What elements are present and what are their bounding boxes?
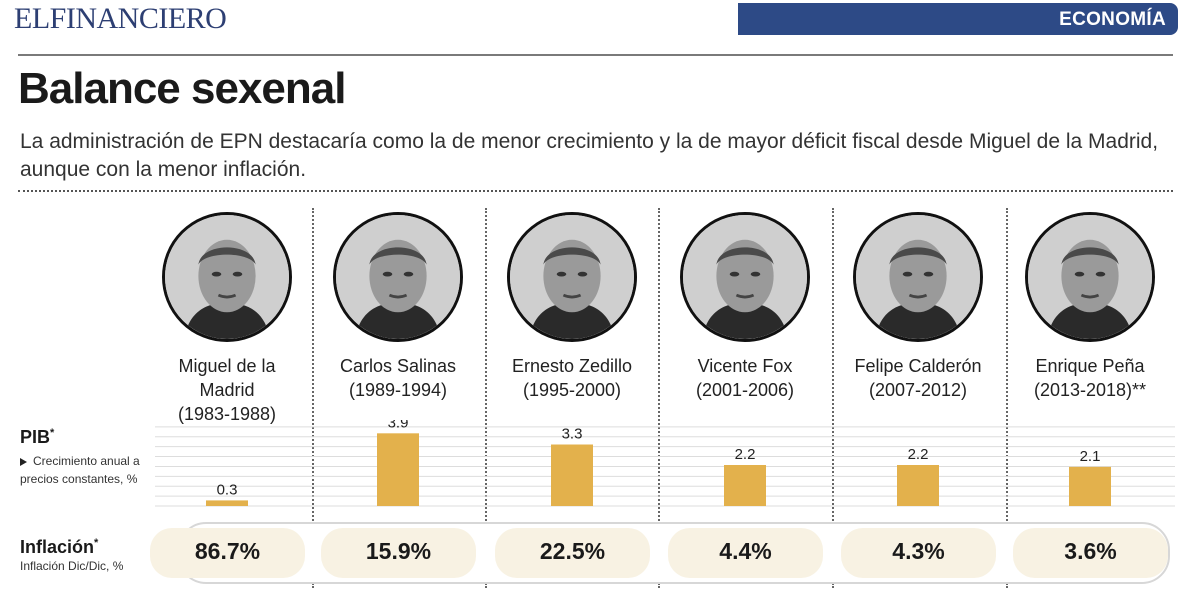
president-name: Vicente Fox (2001-2006)	[660, 354, 830, 402]
president-name: Felipe Calderón (2007-2012)	[833, 354, 1003, 402]
pib-bar	[724, 465, 766, 506]
pib-value-label: 0.3	[217, 481, 238, 498]
portrait-photo	[853, 212, 983, 342]
section-label: ECONOMÍA	[1059, 9, 1166, 30]
portrait-photo	[680, 212, 810, 342]
inflation-cell	[150, 528, 305, 578]
divider-top	[18, 190, 1173, 192]
pib-description: Crecimiento anual a precios constantes, …	[20, 452, 160, 488]
president-name-line: (2007-2012)	[868, 380, 968, 400]
inflation-description: Inflación Dic/Dic, %	[20, 559, 124, 573]
pib-bar	[551, 444, 593, 506]
inflation-cell	[841, 528, 996, 578]
inflation-value: 15.9%	[365, 538, 432, 564]
inflation-label: Inflación*	[20, 537, 98, 558]
pib-value-label: 2.2	[735, 446, 756, 463]
president-name: Ernesto Zedillo (1995-2000)	[487, 354, 657, 402]
president-name-line: Felipe Calderón	[854, 356, 982, 376]
president-name-line: Vicente Fox	[697, 356, 793, 376]
column-divider	[658, 208, 660, 588]
pib-value-label: 2.1	[1080, 448, 1101, 465]
president-name-line: (2001-2006)	[695, 380, 795, 400]
president-name: Enrique Peña (2013-2018)**	[1005, 354, 1175, 402]
president-name-line: Madrid	[199, 380, 255, 400]
pib-bar	[897, 465, 939, 506]
president-name-line: (1983-1988)	[177, 404, 277, 424]
inflation-cell	[495, 528, 650, 578]
pib-bar	[377, 433, 419, 506]
triangle-bullet-icon	[20, 457, 27, 466]
pib-marker: *	[50, 427, 55, 439]
inflation-label-text: Inflación	[20, 537, 95, 557]
header-rule	[18, 54, 1173, 56]
portrait-photo	[507, 212, 637, 342]
portrait-photo	[333, 212, 463, 342]
inflation-cell	[668, 528, 823, 578]
president-name: Carlos Salinas (1989-1994)	[313, 354, 483, 402]
inflation-value: 86.7%	[194, 538, 261, 564]
column-divider	[832, 208, 834, 588]
pib-bar-chart: 0.3 3.9 3.3 2.2 2.2 2.1	[155, 420, 1175, 507]
inflation-cell	[1013, 528, 1168, 578]
portrait-photo	[162, 212, 292, 342]
president-name-line: Miguel de la	[178, 356, 276, 376]
inflation-value: 4.3%	[892, 538, 945, 564]
president-name-line: (1995-2000)	[522, 380, 622, 400]
president-name-line: Enrique Peña	[1035, 356, 1145, 376]
inflation-value: 22.5%	[539, 538, 606, 564]
page-title: Balance sexenal	[18, 64, 346, 113]
column-divider	[1006, 208, 1008, 588]
pib-bar	[206, 500, 248, 506]
portrait-photo	[1025, 212, 1155, 342]
president-name-line: (2013-2018)**	[1033, 380, 1147, 400]
pib-bar	[1069, 466, 1111, 506]
pib-value-label: 2.2	[908, 446, 929, 463]
section-tab: ECONOMÍA	[738, 3, 1178, 35]
pib-label-text: PIB	[20, 427, 51, 447]
inflation-cell	[321, 528, 476, 578]
pib-value-label: 3.3	[562, 426, 583, 443]
column-divider	[485, 208, 487, 588]
pib-value-label: 3.9	[388, 420, 409, 431]
president-name-line: Ernesto Zedillo	[511, 356, 633, 376]
pib-label: PIB*	[20, 427, 54, 448]
brand-logo: ELFINANCIERO	[14, 2, 227, 35]
top-bar: ELFINANCIERO ECONOMÍA	[0, 0, 1200, 38]
president-name-line: (1989-1994)	[348, 380, 448, 400]
page-subtitle: La administración de EPN destacaría como…	[20, 130, 1159, 181]
president-name: Miguel de la Madrid (1983-1988)	[142, 354, 312, 426]
president-name-line: Carlos Salinas	[339, 356, 457, 376]
pib-description-text: Crecimiento anual a precios constantes, …	[20, 454, 140, 486]
inflation-value: 3.6%	[1064, 538, 1117, 564]
inflation-value: 4.4%	[719, 538, 772, 564]
column-divider	[312, 208, 314, 588]
inflation-marker: *	[94, 537, 99, 549]
